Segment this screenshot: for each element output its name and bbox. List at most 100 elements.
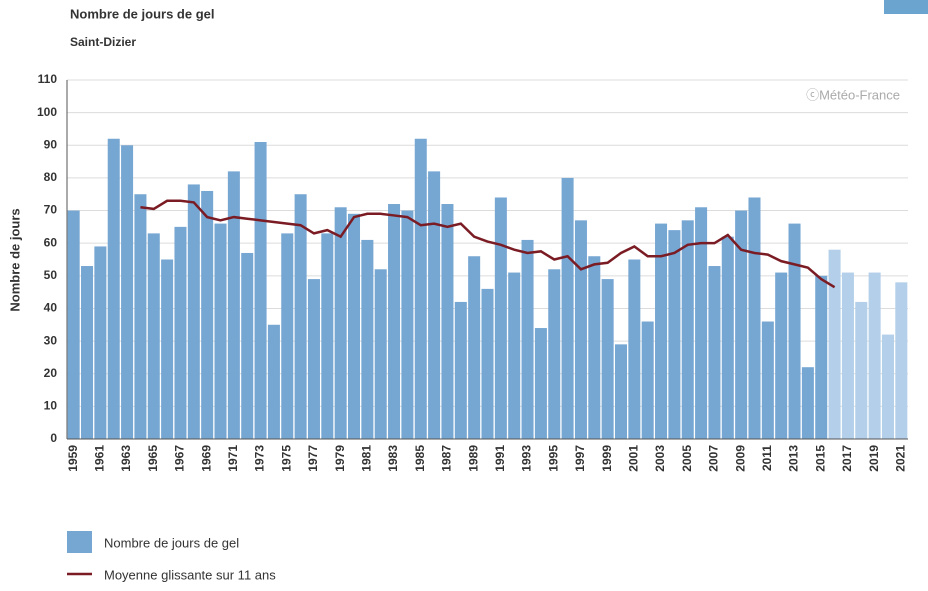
bar <box>134 194 147 439</box>
x-tick-label: 1995 <box>546 445 560 472</box>
bar <box>334 207 347 439</box>
bar <box>708 266 721 439</box>
bar <box>695 207 708 439</box>
bar <box>468 256 481 439</box>
bar <box>254 142 267 439</box>
bar <box>67 210 80 439</box>
bar <box>388 204 401 439</box>
bar <box>668 230 681 439</box>
bar <box>655 223 668 439</box>
bar <box>348 213 361 439</box>
y-tick-label: 10 <box>44 399 58 413</box>
bar <box>548 269 561 439</box>
bar <box>374 269 387 439</box>
bar <box>494 197 507 439</box>
x-tick-label: 1961 <box>93 445 107 472</box>
bar <box>855 301 868 439</box>
bar <box>161 259 174 439</box>
bar <box>361 239 374 439</box>
x-tick-label: 2001 <box>627 445 641 472</box>
y-tick-label: 80 <box>44 170 58 184</box>
bar <box>307 279 320 439</box>
bar <box>735 210 748 439</box>
bar <box>601 279 614 439</box>
bar <box>121 145 134 440</box>
chart-title: Nombre de jours de gel <box>70 6 214 21</box>
bar <box>81 266 94 439</box>
x-tick-label: 1969 <box>199 445 213 472</box>
x-tick-label: 1971 <box>226 445 240 472</box>
x-tick-label: 1989 <box>466 445 480 472</box>
x-tick-label: 1981 <box>360 445 374 472</box>
bar <box>267 324 280 439</box>
y-tick-label: 110 <box>38 72 58 86</box>
bar <box>641 321 654 439</box>
bar <box>187 184 200 439</box>
logo <box>884 0 928 14</box>
y-tick-label: 100 <box>37 105 57 119</box>
watermark: ⓒMétéo-France <box>806 87 900 102</box>
bar <box>788 223 801 439</box>
y-axis-label: Nombre de jours <box>7 208 22 311</box>
x-tick-label: 1999 <box>600 445 614 472</box>
x-tick-label: 2015 <box>813 445 827 472</box>
bar <box>574 220 587 439</box>
x-tick-label: 1979 <box>333 445 347 472</box>
bar <box>414 138 427 439</box>
bar <box>721 236 734 439</box>
bar <box>748 197 761 439</box>
legend-label: Moyenne glissante sur 11 ans <box>104 567 276 582</box>
x-tick-label: 1983 <box>386 445 400 472</box>
legend-label: Nombre de jours de gel <box>104 535 239 550</box>
moving-average-line <box>140 199 836 289</box>
y-tick-label: 20 <box>44 366 58 380</box>
bar <box>227 171 240 439</box>
bar <box>775 272 788 439</box>
bar <box>454 301 467 439</box>
x-tick-label: 1985 <box>413 445 427 472</box>
bar <box>761 321 774 439</box>
y-tick-label: 60 <box>44 235 58 249</box>
y-tick-label: 90 <box>44 137 58 151</box>
x-tick-label: 1965 <box>146 445 160 472</box>
x-tick-label: 1959 <box>66 445 80 472</box>
y-tick-label: 0 <box>50 431 57 445</box>
bar <box>828 249 841 439</box>
bar <box>428 171 441 439</box>
bar <box>481 288 494 439</box>
x-tick-label: 2021 <box>893 445 907 472</box>
x-tick-label: 2009 <box>733 445 747 472</box>
bar <box>147 233 160 439</box>
x-tick-label: 1975 <box>279 445 293 472</box>
x-tick-label: 1987 <box>440 445 454 472</box>
bar <box>801 367 814 439</box>
x-tick-label: 1997 <box>573 445 587 472</box>
x-tick-label: 1963 <box>119 445 133 472</box>
bar <box>94 246 107 439</box>
bar <box>628 259 641 439</box>
bar <box>895 282 908 439</box>
bar <box>201 190 214 439</box>
x-tick-label: 1977 <box>306 445 320 472</box>
y-tick-label: 40 <box>44 301 58 315</box>
x-tick-label: 1993 <box>520 445 534 472</box>
bar <box>174 226 187 439</box>
bar <box>294 194 307 439</box>
bar <box>588 256 601 439</box>
bar <box>561 177 574 439</box>
x-tick-label: 2003 <box>653 445 667 472</box>
y-tick-label: 30 <box>44 333 58 347</box>
bar <box>881 334 894 439</box>
x-tick-label: 2017 <box>840 445 854 472</box>
x-tick-label: 2011 <box>760 445 774 471</box>
y-tick-label: 50 <box>44 268 58 282</box>
x-tick-label: 1967 <box>173 445 187 472</box>
bar <box>441 204 454 439</box>
bar <box>321 233 334 439</box>
x-tick-label: 2005 <box>680 445 694 472</box>
bar <box>614 344 627 439</box>
bar <box>841 272 854 439</box>
x-tick-label: 2019 <box>867 445 881 472</box>
chart-subtitle: Saint-Dizier <box>70 35 136 49</box>
